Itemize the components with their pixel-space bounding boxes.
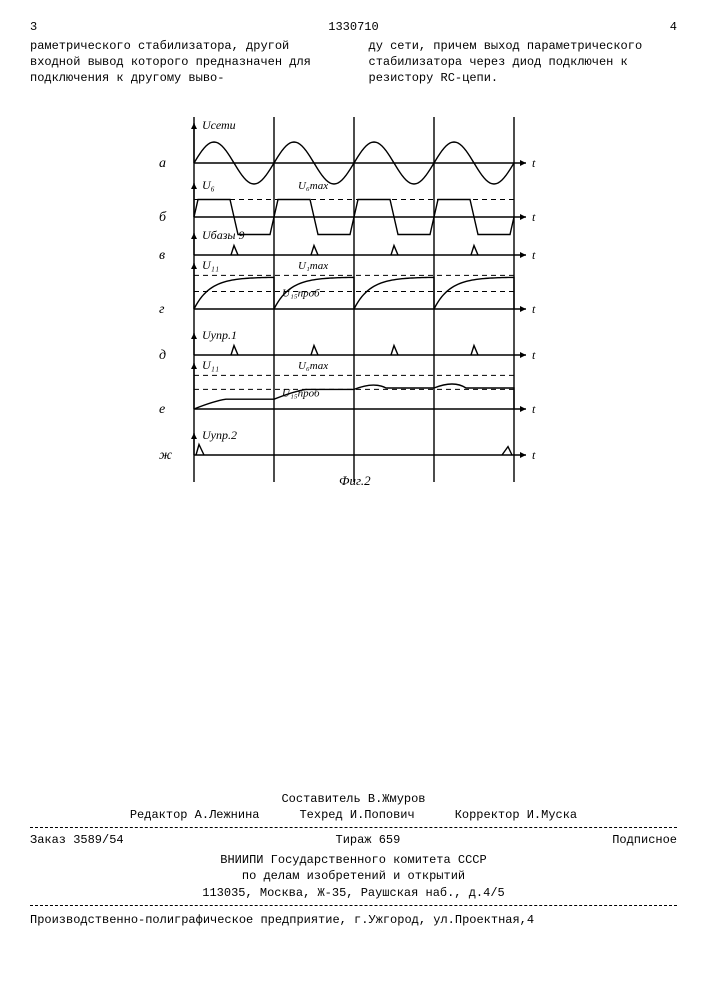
corrector-credit: Корректор И.Муска xyxy=(455,807,577,823)
svg-text:а: а xyxy=(159,156,166,171)
svg-text:U₁₁: U₁₁ xyxy=(202,358,219,372)
column-right: ду сети, причем выход параметрического с… xyxy=(369,38,678,87)
order-num: Заказ 3589/54 xyxy=(30,832,124,848)
svg-text:U₆max: U₆max xyxy=(298,180,328,192)
svg-text:Uсети: Uсети xyxy=(202,118,236,132)
doc-id: 1330710 xyxy=(328,20,378,34)
svg-text:Uбазы 9: Uбазы 9 xyxy=(202,228,245,242)
printer-line: Производственно-полиграфическое предприя… xyxy=(30,912,677,928)
svg-text:U₆max: U₆max xyxy=(298,360,328,372)
svg-text:д: д xyxy=(159,348,166,363)
tirage: Тираж 659 xyxy=(336,832,401,848)
svg-text:t: t xyxy=(532,210,536,224)
publisher-line1: ВНИИПИ Государственного комитета СССР xyxy=(30,852,677,868)
svg-text:t: t xyxy=(532,402,536,416)
svg-text:U₁₁: U₁₁ xyxy=(202,258,219,272)
compiler-credit: Составитель В.Жмуров xyxy=(30,791,677,807)
svg-text:е: е xyxy=(159,402,165,417)
page-num-left: 3 xyxy=(30,20,37,34)
publisher-line3: 113035, Москва, Ж-35, Раушская наб., д.4… xyxy=(30,885,677,901)
svg-text:t: t xyxy=(532,156,536,170)
svg-text:Фиг.2: Фиг.2 xyxy=(339,473,371,488)
svg-text:Uупр.1: Uупр.1 xyxy=(202,328,237,342)
figure-2: а Uсети t б U₆ U₆max t в Uбазы 9 t г U₁₁ U₁max U₁₅про… xyxy=(30,107,677,571)
waveform-diagram: а Uсети t б U₆ U₆max t в Uбазы 9 t г U₁₁ U₁max U₁₅про… xyxy=(144,107,564,567)
footer: Составитель В.Жмуров Редактор А.Лежнина … xyxy=(30,791,677,928)
page-num-right: 4 xyxy=(670,20,677,34)
column-left: раметрического стабилизатора, другой вхо… xyxy=(30,38,339,87)
svg-text:t: t xyxy=(532,448,536,462)
svg-text:ж: ж xyxy=(159,448,172,463)
svg-text:U₆: U₆ xyxy=(202,178,215,192)
svg-text:Uупр.2: Uупр.2 xyxy=(202,428,237,442)
svg-text:t: t xyxy=(532,248,536,262)
subscription: Подписное xyxy=(612,832,677,848)
svg-text:t: t xyxy=(532,302,536,316)
svg-text:t: t xyxy=(532,348,536,362)
techred-credit: Техред И.Попович xyxy=(299,807,414,823)
svg-text:U₁₅проб: U₁₅проб xyxy=(282,287,320,299)
body-columns: раметрического стабилизатора, другой вхо… xyxy=(30,38,677,87)
editor-credit: Редактор А.Лежнина xyxy=(130,807,260,823)
svg-text:U₁max: U₁max xyxy=(298,260,328,272)
svg-text:в: в xyxy=(159,248,165,263)
svg-text:б: б xyxy=(159,210,167,225)
publisher-line2: по делам изобретений и открытий xyxy=(30,868,677,884)
page-header: 3 1330710 4 xyxy=(30,20,677,34)
svg-text:г: г xyxy=(159,302,165,317)
